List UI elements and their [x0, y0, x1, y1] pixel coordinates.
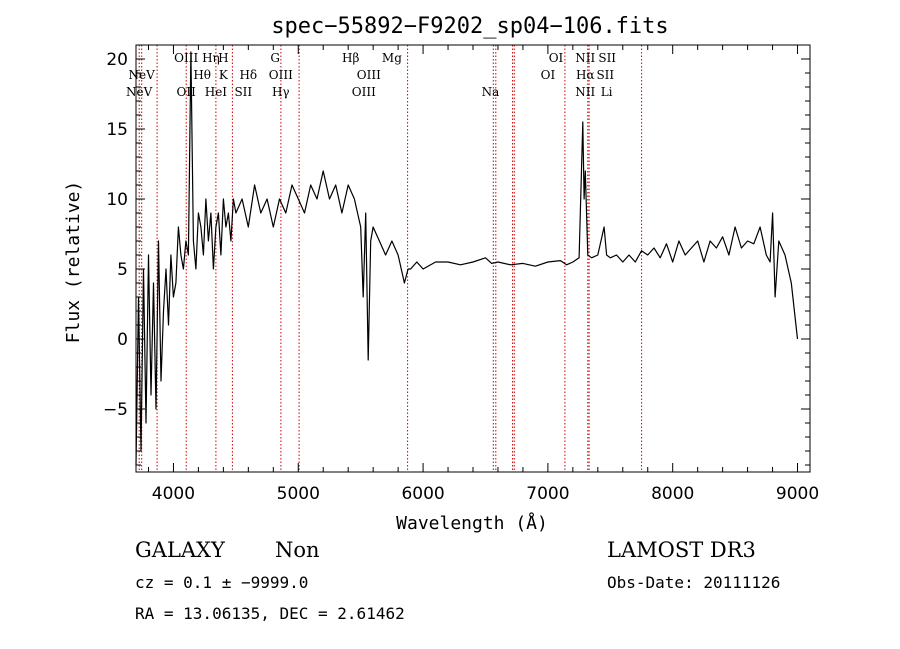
- spectral-line-label: NII: [575, 51, 595, 65]
- spectral-line-label: K: [219, 68, 229, 82]
- spectral-line-label: SII: [598, 51, 616, 65]
- spectral-line-label: Na: [482, 85, 500, 99]
- spectral-line-label: SII: [234, 85, 252, 99]
- object-type: GALAXY: [135, 538, 225, 562]
- spectral-line-label: Li: [601, 85, 613, 99]
- spectral-line-label: Hβ: [342, 51, 359, 65]
- spectral-line-label: Hγ: [272, 85, 290, 99]
- redshift-value: cz = 0.1 ± −9999.0: [135, 573, 309, 592]
- spectral-line-label: SII: [596, 68, 614, 82]
- chart-title: spec−55892−F9202_sp04−106.fits: [271, 14, 668, 39]
- spectral-line-markers: [138, 45, 643, 472]
- spectral-line-label: OIII: [352, 85, 376, 99]
- spectral-line-label: OIII: [174, 51, 198, 65]
- spectral-line-label: NII: [575, 85, 595, 99]
- y-tick-label: 20: [106, 50, 128, 70]
- survey-name: LAMOST DR3: [607, 538, 756, 562]
- spectral-line-label: H: [218, 51, 228, 65]
- object-subclass: Non: [275, 538, 320, 562]
- x-axis-ticks: 4000 5000 6000 7000 8000 9000: [147, 45, 819, 504]
- y-tick-label: 5: [117, 260, 128, 280]
- x-axis-label: Wavelength (Å): [396, 512, 548, 534]
- spectrum-line: [135, 51, 799, 466]
- spectral-line-label: OI: [549, 51, 564, 65]
- y-tick-label: 10: [106, 190, 128, 210]
- observation-date: Obs-Date: 20111126: [607, 573, 781, 592]
- spectral-line-label: NeV: [126, 85, 153, 99]
- x-tick-label: 9000: [776, 484, 819, 504]
- spectral-line-label: Hα: [576, 68, 595, 82]
- spectral-line-labels: NeV NeV OII OIII Hθ Hη HeI HK Hδ SII G OIII Hγ Hβ OIII…: [126, 51, 616, 99]
- spectral-line-label: OI: [541, 68, 556, 82]
- y-axis-ticks: −5 0 5 10 15 20: [103, 50, 810, 466]
- spectral-line-label: OII: [177, 85, 197, 99]
- spectral-line-label: Hθ: [193, 68, 211, 82]
- spectral-line-label: NeV: [129, 68, 156, 82]
- sky-coordinates: RA = 13.06135, DEC = 2.61462: [135, 604, 405, 623]
- spectral-line-label: Hη: [202, 51, 220, 65]
- spectral-line-label: Mg: [382, 51, 402, 65]
- plot-frame: [135, 44, 811, 473]
- y-tick-label: −5: [103, 400, 128, 420]
- x-tick-label: 7000: [526, 484, 569, 504]
- x-tick-label: 4000: [152, 484, 195, 504]
- x-tick-label: 6000: [401, 484, 444, 504]
- y-tick-label: 0: [117, 330, 128, 350]
- y-axis-label: Flux (relative): [63, 181, 84, 344]
- spectral-line-label: OIII: [357, 68, 381, 82]
- spectral-line-label: G: [270, 51, 280, 65]
- spectral-line-label: Hδ: [239, 68, 257, 82]
- x-tick-label: 8000: [651, 484, 694, 504]
- x-tick-label: 5000: [277, 484, 320, 504]
- spectral-line-label: OIII: [269, 68, 293, 82]
- spectral-line-label: HeI: [205, 85, 228, 99]
- y-tick-label: 15: [106, 120, 128, 140]
